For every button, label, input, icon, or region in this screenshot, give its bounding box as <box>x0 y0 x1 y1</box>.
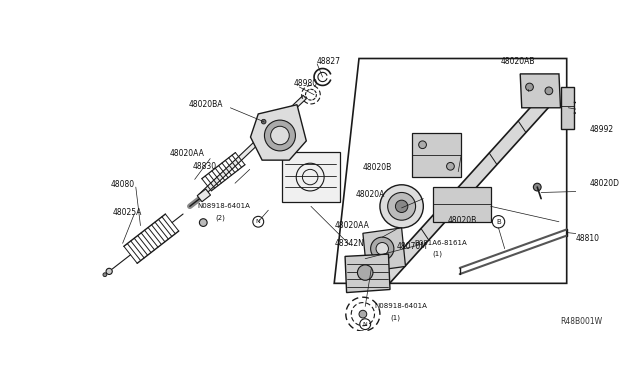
Text: (1): (1) <box>433 251 443 257</box>
Circle shape <box>419 141 426 148</box>
Text: 48020D: 48020D <box>590 179 620 188</box>
Bar <box>282 153 340 202</box>
Text: (2): (2) <box>216 215 225 221</box>
Circle shape <box>103 273 107 277</box>
Text: 48020AA: 48020AA <box>334 221 369 230</box>
Text: B: B <box>496 219 501 225</box>
Text: R48B001W: R48B001W <box>561 317 603 326</box>
Text: 48020AB: 48020AB <box>501 57 535 66</box>
Text: 48020B: 48020B <box>448 216 477 225</box>
Polygon shape <box>561 87 575 129</box>
Polygon shape <box>412 133 461 177</box>
Text: 48827: 48827 <box>316 57 340 66</box>
Circle shape <box>525 83 533 91</box>
Circle shape <box>264 120 296 151</box>
Polygon shape <box>198 95 307 198</box>
Text: B081A6-8161A: B081A6-8161A <box>415 240 468 246</box>
Text: 48830: 48830 <box>193 162 216 171</box>
Text: 48080: 48080 <box>111 180 135 189</box>
Text: 48020AA: 48020AA <box>169 150 204 158</box>
Circle shape <box>371 237 394 260</box>
Polygon shape <box>363 228 406 272</box>
Text: N08918-6401A: N08918-6401A <box>198 203 251 209</box>
Circle shape <box>271 126 289 145</box>
Polygon shape <box>378 87 557 287</box>
Text: 48342N: 48342N <box>334 239 364 248</box>
Text: N08918-6401A: N08918-6401A <box>374 304 428 310</box>
Polygon shape <box>520 74 561 108</box>
Polygon shape <box>197 189 211 202</box>
Polygon shape <box>250 105 307 160</box>
Polygon shape <box>433 187 491 222</box>
Text: 48980: 48980 <box>293 78 317 88</box>
Circle shape <box>358 265 373 280</box>
Text: N: N <box>363 322 367 327</box>
Circle shape <box>261 119 266 124</box>
Text: 48020BA: 48020BA <box>189 100 223 109</box>
Text: 48810: 48810 <box>576 234 600 243</box>
Text: 48020A: 48020A <box>355 190 385 199</box>
Text: (1): (1) <box>390 315 400 321</box>
Circle shape <box>106 268 112 275</box>
Text: 48070M: 48070M <box>396 242 427 251</box>
Circle shape <box>545 87 553 95</box>
Circle shape <box>359 310 367 318</box>
Circle shape <box>200 219 207 227</box>
Text: N: N <box>256 219 260 224</box>
Circle shape <box>376 243 388 255</box>
Circle shape <box>388 192 415 220</box>
Text: 48020B: 48020B <box>363 163 392 172</box>
Polygon shape <box>345 254 390 293</box>
Text: 48025A: 48025A <box>113 208 142 217</box>
Circle shape <box>380 185 423 228</box>
Circle shape <box>447 163 454 170</box>
Text: 48992: 48992 <box>590 125 614 134</box>
Circle shape <box>396 200 408 212</box>
Circle shape <box>533 183 541 191</box>
